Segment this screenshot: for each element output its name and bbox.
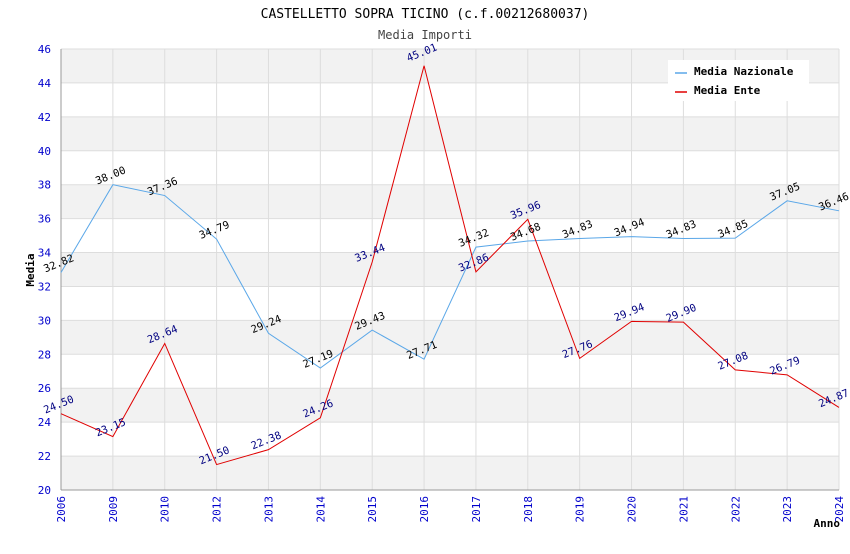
y-tick-label: 40 [38, 145, 51, 158]
background-band [61, 456, 839, 490]
background-band [61, 184, 839, 219]
x-tick-label: 2015 [366, 496, 379, 523]
background-band [61, 388, 839, 423]
x-axis-label: Anno [814, 517, 841, 530]
y-tick-label: 34 [38, 247, 52, 260]
y-tick-label: 36 [38, 213, 51, 226]
x-tick-label: 2012 [211, 496, 224, 523]
series-line-media-ente [60, 65, 840, 466]
y-tick-label: 46 [38, 43, 51, 56]
y-tick-label: 42 [38, 111, 51, 124]
series-lines [60, 65, 840, 466]
x-tick-label: 2019 [574, 496, 587, 523]
data-label-nazionale: 38.00 [94, 164, 128, 187]
y-tick-label: 38 [38, 179, 51, 192]
series-line-media-nazionale [60, 184, 840, 369]
y-tick-label: 20 [38, 484, 51, 497]
data-label-ente: 22.38 [249, 429, 283, 452]
chart-title: CASTELLETTO SOPRA TICINO (c.f.0021268003… [261, 7, 590, 22]
y-tick-label: 32 [38, 280, 51, 293]
x-tick-label: 2017 [470, 496, 483, 523]
chart-subtitle: Media Importi [378, 28, 472, 42]
y-tick-labels: 20 22 24 26 28 30 32 34 36 38 40 42 44 46 [38, 43, 52, 497]
y-tick-label: 30 [38, 314, 51, 327]
x-tick-label: 2016 [418, 496, 431, 523]
axes [60, 49, 839, 491]
data-label-nazionale: 34.83 [664, 218, 698, 241]
x-tick-label: 2022 [729, 496, 742, 523]
y-tick-label: 24 [38, 416, 52, 429]
data-label-nazionale: 34.85 [716, 218, 750, 241]
x-tick-label: 2009 [107, 496, 120, 523]
legend-label-media-ente: Media Ente [694, 84, 761, 97]
data-label-nazionale: 34.94 [613, 216, 647, 239]
data-label-nazionale: 34.79 [198, 219, 232, 242]
x-tick-label: 2020 [626, 496, 639, 523]
x-tick-label: 2013 [262, 496, 275, 523]
background-band [61, 116, 839, 151]
x-tick-label: 2021 [677, 496, 690, 523]
y-axis-label: Media [24, 253, 37, 286]
background-band [61, 320, 839, 355]
y-tick-label: 26 [38, 382, 51, 395]
legend-label-media-nazionale: Media Nazionale [694, 65, 794, 78]
legend-box [668, 60, 809, 101]
x-tick-labels: 2006 2009 2010 2012 2013 2014 2015 2016 2017 2018… [55, 496, 846, 523]
x-tick-label: 2024 [833, 496, 846, 523]
y-tick-label: 28 [38, 348, 51, 361]
background-bands [61, 49, 839, 490]
x-tick-label: 2010 [159, 496, 172, 523]
background-band [61, 252, 839, 287]
y-tick-label: 44 [38, 77, 52, 90]
legend: Media Nazionale Media Ente [668, 60, 809, 101]
x-tick-label: 2023 [781, 496, 794, 523]
data-label-ente: 26.79 [768, 355, 802, 378]
y-tick-label: 22 [38, 450, 51, 463]
x-tick-label: 2006 [55, 496, 68, 523]
x-tick-label: 2014 [314, 496, 327, 523]
x-tick-label: 2018 [522, 496, 535, 523]
